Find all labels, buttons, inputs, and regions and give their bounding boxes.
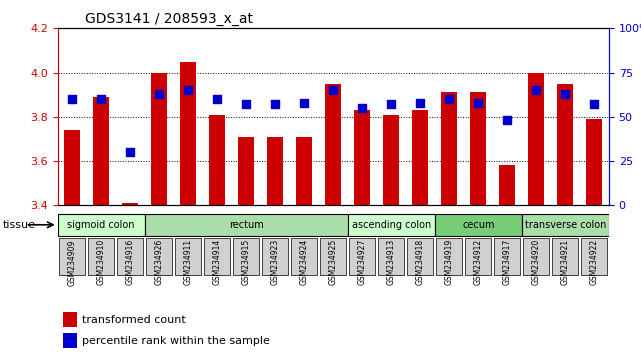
Text: GSM234919: GSM234919: [445, 239, 454, 285]
Bar: [354, 110, 370, 205]
FancyBboxPatch shape: [522, 214, 609, 236]
Bar: [296, 137, 312, 205]
Bar: [558, 84, 574, 205]
Text: GSM234916: GSM234916: [126, 239, 135, 285]
Bar: [326, 84, 341, 205]
FancyBboxPatch shape: [146, 238, 172, 275]
Point: [444, 96, 454, 102]
Text: GSM234918: GSM234918: [416, 239, 425, 285]
Bar: [267, 137, 283, 205]
Text: GSM234922: GSM234922: [590, 239, 599, 285]
FancyBboxPatch shape: [378, 238, 404, 275]
Point: [357, 105, 367, 111]
Text: GSM234911: GSM234911: [184, 239, 193, 285]
Bar: [180, 62, 196, 205]
FancyBboxPatch shape: [291, 238, 317, 275]
Text: GSM234925: GSM234925: [329, 239, 338, 285]
FancyBboxPatch shape: [233, 238, 260, 275]
Point: [212, 96, 222, 102]
Point: [503, 118, 513, 123]
Point: [299, 100, 310, 105]
Text: sigmoid colon: sigmoid colon: [67, 220, 135, 230]
Text: percentile rank within the sample: percentile rank within the sample: [83, 336, 271, 346]
Point: [183, 87, 194, 93]
Bar: [442, 92, 458, 205]
FancyBboxPatch shape: [349, 238, 376, 275]
Point: [415, 100, 426, 105]
FancyBboxPatch shape: [204, 238, 230, 275]
FancyBboxPatch shape: [59, 238, 85, 275]
Bar: [499, 165, 515, 205]
Bar: [151, 73, 167, 205]
FancyBboxPatch shape: [348, 214, 435, 236]
FancyBboxPatch shape: [465, 238, 492, 275]
Text: cecum: cecum: [462, 220, 495, 230]
FancyBboxPatch shape: [407, 238, 433, 275]
FancyBboxPatch shape: [175, 238, 201, 275]
Bar: [587, 119, 603, 205]
Text: ascending colon: ascending colon: [352, 220, 431, 230]
Text: GSM234915: GSM234915: [242, 239, 251, 285]
FancyBboxPatch shape: [88, 238, 114, 275]
Point: [473, 100, 483, 105]
FancyBboxPatch shape: [58, 214, 145, 236]
Point: [96, 96, 106, 102]
Point: [67, 96, 78, 102]
Text: GSM234910: GSM234910: [97, 239, 106, 285]
Text: GSM234920: GSM234920: [532, 239, 541, 285]
FancyBboxPatch shape: [320, 238, 346, 275]
Bar: [63, 312, 77, 327]
Text: GSM234926: GSM234926: [154, 239, 163, 285]
Bar: [238, 137, 254, 205]
FancyBboxPatch shape: [437, 238, 462, 275]
Text: GSM234921: GSM234921: [561, 239, 570, 285]
Bar: [412, 110, 428, 205]
Text: GSM234923: GSM234923: [271, 239, 279, 285]
FancyBboxPatch shape: [435, 214, 522, 236]
Point: [328, 87, 338, 93]
Point: [241, 102, 251, 107]
Text: rectum: rectum: [229, 220, 263, 230]
FancyBboxPatch shape: [262, 238, 288, 275]
Point: [531, 87, 542, 93]
FancyBboxPatch shape: [581, 238, 608, 275]
FancyBboxPatch shape: [523, 238, 549, 275]
Text: GSM234924: GSM234924: [300, 239, 309, 285]
Bar: [122, 203, 138, 205]
Point: [387, 102, 397, 107]
Bar: [93, 97, 109, 205]
Bar: [528, 73, 544, 205]
Point: [154, 91, 164, 97]
Text: tissue: tissue: [3, 220, 36, 230]
Point: [560, 91, 570, 97]
Text: GSM234909: GSM234909: [68, 239, 77, 286]
FancyBboxPatch shape: [494, 238, 520, 275]
Point: [270, 102, 280, 107]
Bar: [63, 333, 77, 348]
Text: GSM234917: GSM234917: [503, 239, 512, 285]
Text: GSM234912: GSM234912: [474, 239, 483, 285]
Point: [125, 149, 135, 155]
FancyBboxPatch shape: [553, 238, 578, 275]
Bar: [64, 130, 80, 205]
FancyBboxPatch shape: [145, 214, 348, 236]
Text: GSM234914: GSM234914: [213, 239, 222, 285]
Text: GSM234913: GSM234913: [387, 239, 396, 285]
Text: GSM234927: GSM234927: [358, 239, 367, 285]
FancyBboxPatch shape: [117, 238, 144, 275]
Bar: [470, 92, 487, 205]
Text: GDS3141 / 208593_x_at: GDS3141 / 208593_x_at: [85, 12, 253, 26]
Bar: [209, 115, 225, 205]
Point: [589, 102, 599, 107]
Text: transverse colon: transverse colon: [525, 220, 606, 230]
Bar: [383, 115, 399, 205]
Text: transformed count: transformed count: [83, 315, 187, 325]
